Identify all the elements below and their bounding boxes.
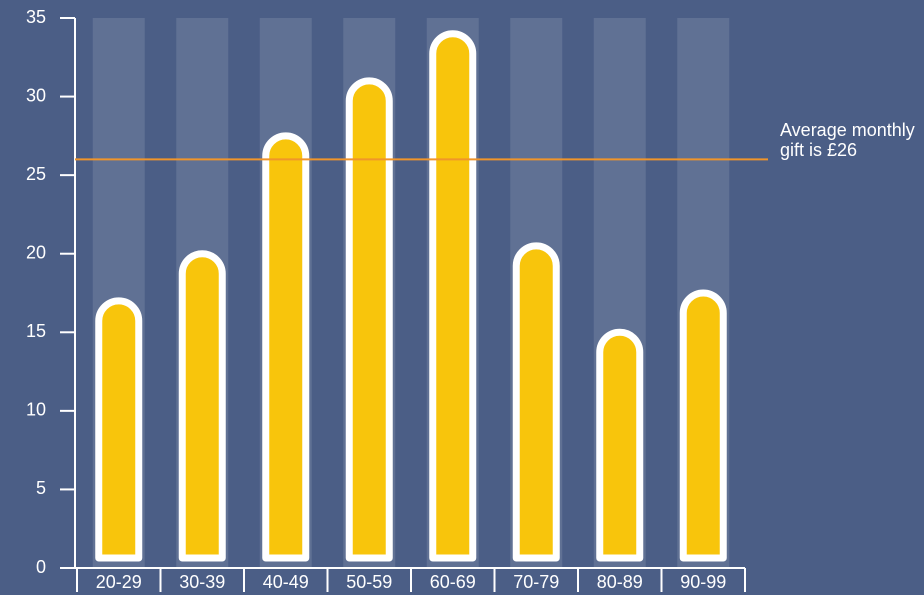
bar xyxy=(429,30,477,562)
x-tick-label: 40-49 xyxy=(263,572,309,592)
y-tick-label: 20 xyxy=(26,242,46,262)
bar xyxy=(95,297,143,562)
bar xyxy=(262,132,310,562)
x-tick-label: 50-59 xyxy=(346,572,392,592)
bar xyxy=(512,242,560,562)
x-tick-label: 20-29 xyxy=(96,572,142,592)
x-tick-label: 60-69 xyxy=(430,572,476,592)
y-tick-label: 35 xyxy=(26,7,46,27)
x-tick-label: 70-79 xyxy=(513,572,559,592)
bar xyxy=(679,289,727,562)
bar xyxy=(345,77,393,562)
bar xyxy=(178,250,226,562)
y-tick-label: 0 xyxy=(36,557,46,577)
x-tick-label: 90-99 xyxy=(680,572,726,592)
x-tick-label: 80-89 xyxy=(597,572,643,592)
x-tick-label: 30-39 xyxy=(179,572,225,592)
y-tick-label: 5 xyxy=(36,478,46,498)
average-label: Average monthly gift is £26 xyxy=(780,120,915,160)
y-tick-label: 15 xyxy=(26,321,46,341)
y-tick-label: 25 xyxy=(26,164,46,184)
y-tick-label: 30 xyxy=(26,85,46,105)
bar xyxy=(596,328,644,562)
y-tick-label: 10 xyxy=(26,400,46,420)
